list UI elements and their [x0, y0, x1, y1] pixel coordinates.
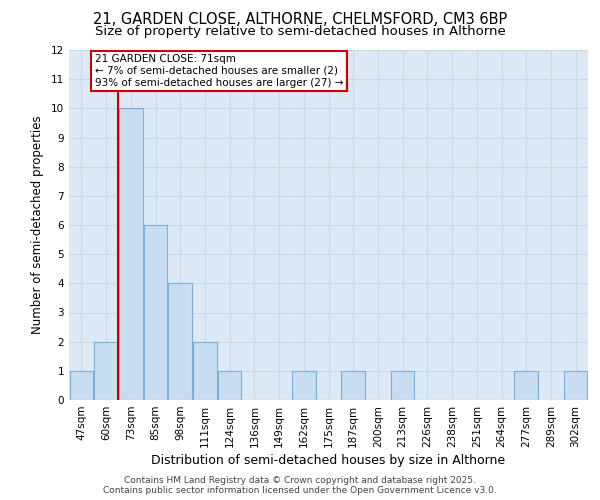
Text: Contains public sector information licensed under the Open Government Licence v3: Contains public sector information licen… — [103, 486, 497, 495]
Text: 21 GARDEN CLOSE: 71sqm
← 7% of semi-detached houses are smaller (2)
93% of semi-: 21 GARDEN CLOSE: 71sqm ← 7% of semi-deta… — [95, 54, 343, 88]
Bar — [564, 371, 587, 400]
Bar — [341, 371, 365, 400]
Bar — [70, 371, 93, 400]
Bar — [514, 371, 538, 400]
Bar — [391, 371, 415, 400]
Bar — [292, 371, 316, 400]
Bar — [218, 371, 241, 400]
Y-axis label: Number of semi-detached properties: Number of semi-detached properties — [31, 116, 44, 334]
Text: Contains HM Land Registry data © Crown copyright and database right 2025.: Contains HM Land Registry data © Crown c… — [124, 476, 476, 485]
Text: Size of property relative to semi-detached houses in Althorne: Size of property relative to semi-detach… — [95, 25, 505, 38]
Bar — [144, 225, 167, 400]
Bar — [119, 108, 143, 400]
Text: 21, GARDEN CLOSE, ALTHORNE, CHELMSFORD, CM3 6BP: 21, GARDEN CLOSE, ALTHORNE, CHELMSFORD, … — [93, 12, 507, 28]
Bar — [193, 342, 217, 400]
Bar — [94, 342, 118, 400]
Bar — [169, 284, 192, 400]
X-axis label: Distribution of semi-detached houses by size in Althorne: Distribution of semi-detached houses by … — [151, 454, 506, 467]
